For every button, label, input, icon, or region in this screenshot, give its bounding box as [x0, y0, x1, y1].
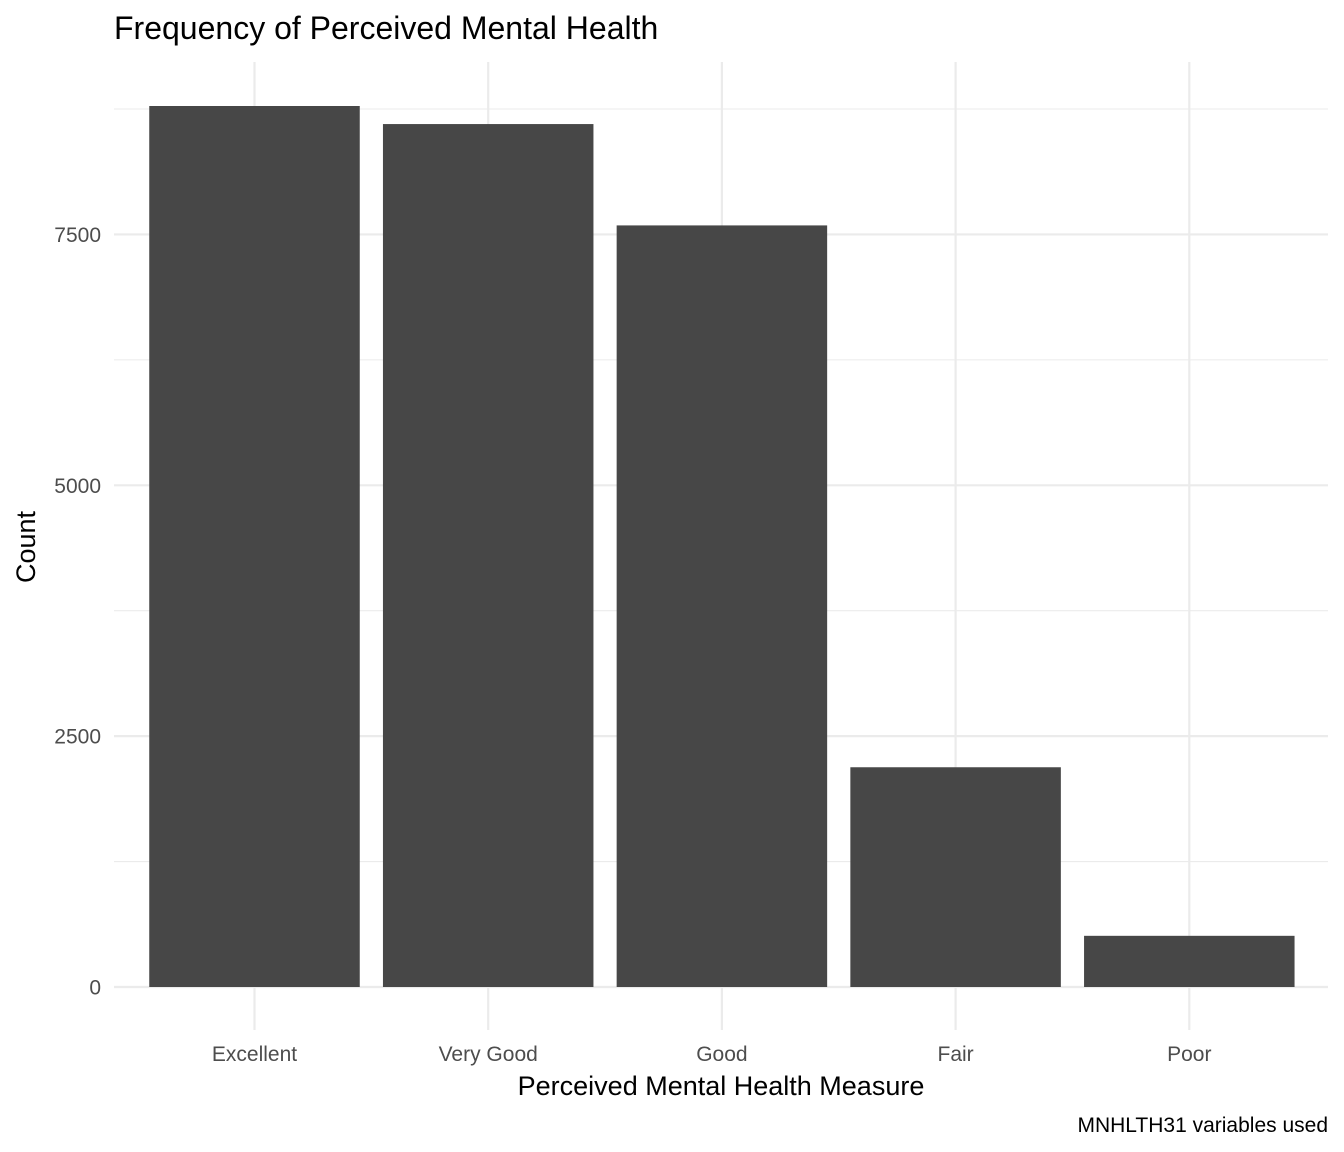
- bar-good: [616, 225, 828, 987]
- y-tick-label: 2500: [54, 726, 101, 749]
- bars: [149, 106, 1295, 987]
- y-tick-label: 0: [89, 977, 101, 1000]
- y-axis-ticks: 0 2500 5000 7500: [54, 224, 101, 1000]
- bar-very-good: [382, 124, 594, 987]
- y-axis-title: Count: [11, 510, 41, 583]
- x-axis-ticks: Excellent Very Good Good Fair Poor: [212, 1043, 1212, 1066]
- x-axis-title: Perceived Mental Health Measure: [518, 1071, 925, 1101]
- x-tick-label: Very Good: [439, 1043, 538, 1066]
- chart-title: Frequency of Perceived Mental Health: [114, 10, 658, 46]
- x-tick-label: Poor: [1167, 1043, 1211, 1066]
- bar-poor: [1084, 935, 1295, 987]
- bar-fair: [850, 767, 1061, 987]
- y-tick-label: 7500: [54, 224, 101, 247]
- x-tick-label: Good: [696, 1043, 747, 1066]
- bar-excellent: [149, 106, 360, 987]
- chart-caption: MNHLTH31 variables used: [1077, 1114, 1328, 1137]
- y-tick-label: 5000: [54, 475, 101, 498]
- x-tick-label: Excellent: [212, 1043, 297, 1066]
- x-tick-label: Fair: [938, 1043, 974, 1066]
